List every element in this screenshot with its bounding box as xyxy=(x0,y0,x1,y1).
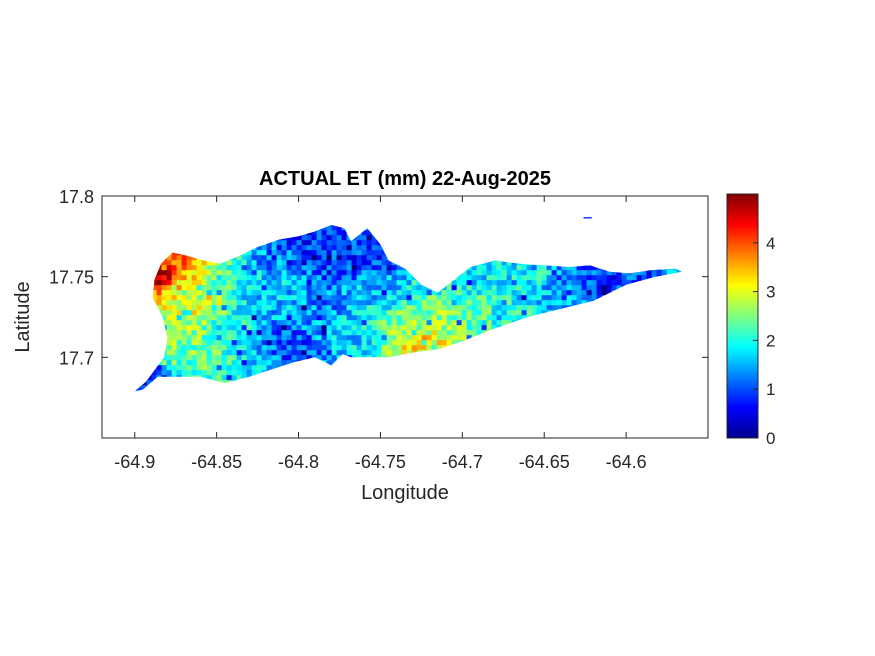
x-axis-label: Longitude xyxy=(361,482,449,504)
axes-frame xyxy=(101,195,709,439)
colorbar-ticks: 0 1 2 3 4 xyxy=(753,234,775,448)
colorbar xyxy=(726,193,759,439)
y-tick-label: 17.7 xyxy=(59,348,94,368)
x-tick-label: -64.65 xyxy=(519,452,570,472)
x-tick-label: -64.8 xyxy=(278,452,319,472)
y-tick-label: 17.8 xyxy=(59,187,94,207)
y-axis-label: Latitude xyxy=(12,281,34,352)
colorbar-tick-label: 0 xyxy=(766,429,775,448)
x-tick-label: -64.7 xyxy=(442,452,483,472)
colorbar-tick-label: 4 xyxy=(766,234,775,253)
chart-title: ACTUAL ET (mm) 22-Aug-2025 xyxy=(259,168,551,190)
y-axis-ticks: 17.7 17.75 17.8 xyxy=(49,187,708,368)
colorbar-tick-label: 3 xyxy=(766,283,775,302)
colorbar-tick-label: 1 xyxy=(766,380,775,399)
x-tick-label: -64.9 xyxy=(114,452,155,472)
x-axis-ticks: -64.9 -64.85 -64.8 -64.75 -64.7 -64.65 -64.6 xyxy=(114,196,647,472)
islet-area xyxy=(583,217,592,219)
colorbar-tick-label: 2 xyxy=(766,331,775,350)
x-tick-label: -64.85 xyxy=(191,452,242,472)
x-tick-label: -64.75 xyxy=(355,452,406,472)
y-tick-label: 17.75 xyxy=(49,268,94,288)
x-tick-label: -64.6 xyxy=(606,452,647,472)
